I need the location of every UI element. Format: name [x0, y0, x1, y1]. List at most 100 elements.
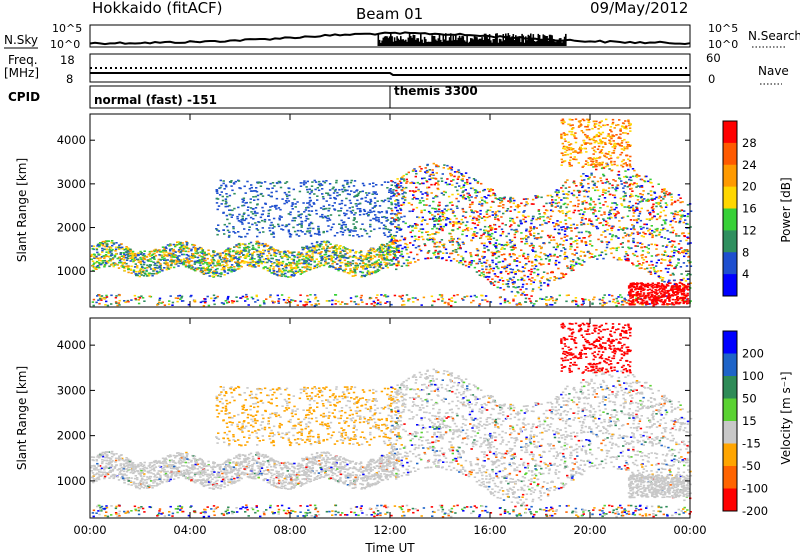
heatmap-cell	[353, 217, 355, 219]
heatmap-cell	[334, 198, 336, 200]
heatmap-cell	[225, 186, 227, 188]
heatmap-cell	[590, 199, 592, 201]
heatmap-cell	[550, 239, 552, 241]
heatmap-cell	[596, 186, 598, 188]
heatmap-cell	[147, 260, 149, 262]
heatmap-cell	[194, 252, 196, 254]
heatmap-cell	[338, 223, 340, 225]
heatmap-cell	[659, 196, 661, 198]
heatmap-cell	[449, 241, 451, 243]
heatmap-cell	[368, 236, 370, 238]
heatmap-cell	[273, 233, 275, 235]
heatmap-cell	[354, 230, 356, 232]
heatmap-cell	[293, 199, 295, 201]
heatmap-cell	[349, 251, 351, 253]
heatmap-cell	[183, 258, 185, 260]
heatmap-cell	[216, 272, 218, 274]
heatmap-cell	[464, 217, 466, 219]
heatmap-cell	[374, 256, 376, 258]
heatmap-cell	[213, 270, 215, 272]
heatmap-cell	[331, 227, 333, 229]
heatmap-cell	[602, 192, 604, 194]
heatmap-cell	[372, 186, 374, 188]
heatmap-cell	[613, 299, 615, 301]
heatmap-cell	[308, 210, 310, 212]
heatmap-cell	[387, 252, 389, 254]
heatmap-cell	[244, 186, 246, 188]
heatmap-cell	[349, 231, 351, 233]
heatmap-cell	[513, 222, 515, 224]
heatmap-cell	[455, 218, 457, 220]
heatmap-cell	[626, 258, 628, 260]
heatmap-cell	[248, 247, 250, 249]
heatmap-cell	[117, 264, 119, 266]
heatmap-cell	[511, 249, 513, 251]
heatmap-cell	[377, 217, 379, 219]
heatmap-cell	[379, 302, 381, 304]
heatmap-cell	[340, 262, 342, 264]
heatmap-cell	[314, 180, 316, 182]
heatmap-cell	[303, 180, 305, 182]
heatmap-cell	[339, 260, 341, 262]
heatmap-cell	[182, 300, 184, 302]
heatmap-cell	[302, 182, 304, 184]
heatmap-cell	[444, 217, 446, 219]
heatmap-cell	[273, 270, 275, 272]
heatmap-cell	[178, 259, 180, 261]
heatmap-cell	[100, 264, 102, 266]
heatmap-cell	[141, 266, 143, 268]
heatmap-cell	[162, 246, 164, 248]
heatmap-cell	[316, 195, 318, 197]
heatmap-cell	[545, 258, 547, 260]
heatmap-cell	[408, 172, 410, 174]
heatmap-cell	[381, 257, 383, 259]
heatmap-cell	[328, 300, 330, 302]
heatmap-cell	[192, 254, 194, 256]
heatmap-cell	[527, 216, 529, 218]
heatmap-cell	[223, 260, 225, 262]
heatmap-cell	[324, 263, 326, 265]
heatmap-cell	[628, 179, 630, 181]
heatmap-cell	[450, 300, 452, 302]
heatmap-cell	[294, 217, 296, 219]
heatmap-cell	[386, 243, 388, 245]
heatmap-cell	[287, 299, 289, 301]
heatmap-cell	[311, 253, 313, 255]
heatmap-cell	[620, 180, 622, 182]
heatmap-cell	[233, 269, 235, 271]
heatmap-cell	[270, 272, 272, 274]
heatmap-cell	[93, 299, 95, 301]
heatmap-cell	[365, 197, 367, 199]
heatmap-cell	[490, 229, 492, 231]
heatmap-cell	[215, 274, 217, 276]
heatmap-cell	[148, 272, 150, 274]
heatmap-cell	[144, 273, 146, 275]
heatmap-cell	[173, 260, 175, 262]
heatmap-cell	[369, 209, 371, 211]
heatmap-cell	[564, 252, 566, 254]
nsearch-label: N.Search	[748, 29, 800, 43]
heatmap-cell	[354, 275, 356, 277]
heatmap-cell	[156, 304, 158, 306]
heatmap-cell	[305, 209, 307, 211]
heatmap-cell	[328, 208, 330, 210]
heatmap-cell	[99, 242, 101, 244]
heatmap-cell	[424, 243, 426, 245]
heatmap-cell	[352, 263, 354, 265]
heatmap-cell	[665, 255, 667, 257]
station-title: Hokkaido (fitACF)	[92, 0, 223, 17]
heatmap-cell	[316, 199, 318, 201]
heatmap-cell	[310, 235, 312, 237]
cpid-label: CPID	[8, 90, 40, 104]
heatmap-cell	[630, 228, 632, 230]
heatmap-cell	[248, 304, 250, 306]
heatmap-cell	[434, 184, 436, 186]
heatmap-cell	[379, 304, 381, 306]
heatmap-cell	[448, 184, 450, 186]
heatmap-cell	[102, 255, 104, 257]
heatmap-cell	[270, 255, 272, 257]
heatmap-cell	[118, 304, 120, 306]
heatmap-cell	[512, 219, 514, 221]
heatmap-cell	[407, 300, 409, 302]
heatmap-cell	[159, 263, 161, 265]
